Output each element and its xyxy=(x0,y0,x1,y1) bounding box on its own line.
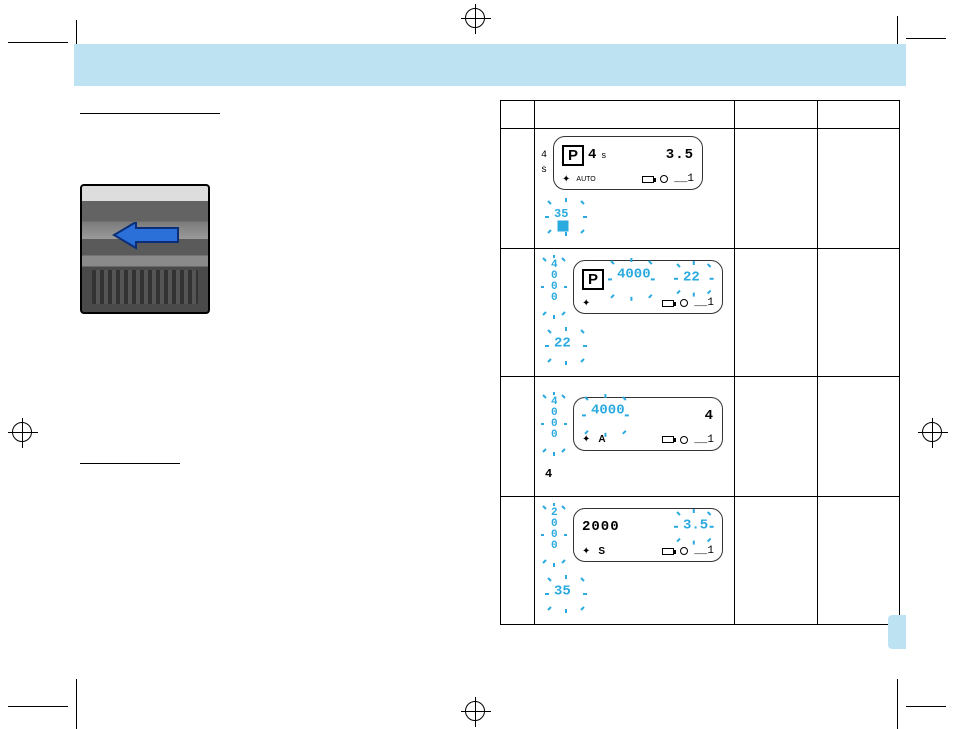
table-row: 4000 4000 4 ✦ A xyxy=(501,377,900,497)
svg-text:0: 0 xyxy=(551,292,558,304)
indicator-icon xyxy=(680,436,688,444)
mode-cell xyxy=(501,249,535,377)
below-indicator: 35 xyxy=(545,575,587,618)
svg-text:0: 0 xyxy=(551,540,558,552)
lcd-display: P 4000 22 xyxy=(573,260,723,314)
registration-mark xyxy=(465,701,485,721)
table-header xyxy=(501,101,535,129)
registration-mark xyxy=(12,422,32,442)
frame-count: __1 xyxy=(674,173,694,185)
battery-icon xyxy=(642,176,654,183)
table-header xyxy=(735,101,818,129)
svg-text:35: 35 xyxy=(554,584,571,600)
battery-icon xyxy=(662,300,674,307)
mode-indicator: P xyxy=(582,269,604,290)
lcd-cell: 4000 P 4000 xyxy=(535,249,735,377)
frame-count: __1 xyxy=(694,545,714,557)
cause-cell xyxy=(735,497,818,625)
page-tab xyxy=(888,615,906,649)
svg-text:0: 0 xyxy=(551,429,558,441)
cause-cell xyxy=(735,377,818,497)
battery-icon xyxy=(662,548,674,555)
svg-text:22: 22 xyxy=(683,270,700,286)
arrow-left-icon xyxy=(108,222,188,252)
mode-indicator: P xyxy=(562,145,584,166)
svg-text:4000: 4000 xyxy=(617,266,651,282)
frame-count: __1 xyxy=(694,434,714,446)
left-column xyxy=(80,100,460,625)
battery-icon xyxy=(662,436,674,443)
side-label: 4s xyxy=(541,150,547,176)
registration-mark xyxy=(922,422,942,442)
below-indicator: 4 xyxy=(545,464,553,482)
table-header xyxy=(817,101,900,129)
lcd-cell: 4000 4000 4 ✦ A xyxy=(535,377,735,497)
side-label: 4000 xyxy=(541,392,567,456)
heading-underline xyxy=(80,100,220,114)
svg-text:3.5: 3.5 xyxy=(683,518,708,534)
right-column: 4s P 4s 3.5 ✦ AUTO __1 xyxy=(500,100,900,625)
lcd-display: 4000 4 ✦ A __1 xyxy=(573,397,723,451)
table-row: 2000 2000 3.5 ✦ S xyxy=(501,497,900,625)
indicator-icon xyxy=(680,299,688,307)
svg-text:22: 22 xyxy=(554,336,571,352)
mode-cell xyxy=(501,497,535,625)
lcd-cell: 4s P 4s 3.5 ✦ AUTO __1 xyxy=(535,129,735,249)
remedy-cell xyxy=(817,249,900,377)
svg-text:35: 35 xyxy=(554,207,568,221)
svg-text:4000: 4000 xyxy=(591,403,625,419)
below-indicator: 22 xyxy=(545,327,587,370)
lens-illustration xyxy=(80,184,210,314)
lcd-display: 2000 3.5 ✦ S __1 xyxy=(573,508,723,562)
mode-cell xyxy=(501,129,535,249)
mode-cell xyxy=(501,377,535,497)
below-indicator: 35 xyxy=(545,198,587,241)
indicator-icon xyxy=(680,547,688,555)
cause-cell xyxy=(735,249,818,377)
page-content: 4s P 4s 3.5 ✦ AUTO __1 xyxy=(80,100,900,625)
lcd-cell: 2000 2000 3.5 ✦ S xyxy=(535,497,735,625)
registration-mark xyxy=(465,8,485,28)
lcd-display: P 4s 3.5 ✦ AUTO __1 xyxy=(553,136,703,190)
frame-count: __1 xyxy=(694,297,714,309)
remedy-cell xyxy=(817,377,900,497)
table-header xyxy=(535,101,735,129)
lens-grip xyxy=(92,270,198,304)
side-label: 4000 xyxy=(541,255,567,319)
cause-cell xyxy=(735,129,818,249)
table-row: 4s P 4s 3.5 ✦ AUTO __1 xyxy=(501,129,900,249)
header-band xyxy=(74,44,906,86)
remedy-cell xyxy=(817,129,900,249)
indicator-icon xyxy=(660,175,668,183)
table-row: 4000 P 4000 xyxy=(501,249,900,377)
remedy-cell xyxy=(817,497,900,625)
subheading-underline xyxy=(80,450,180,464)
side-label: 2000 xyxy=(541,503,567,567)
exposure-warning-table: 4s P 4s 3.5 ✦ AUTO __1 xyxy=(500,100,900,625)
